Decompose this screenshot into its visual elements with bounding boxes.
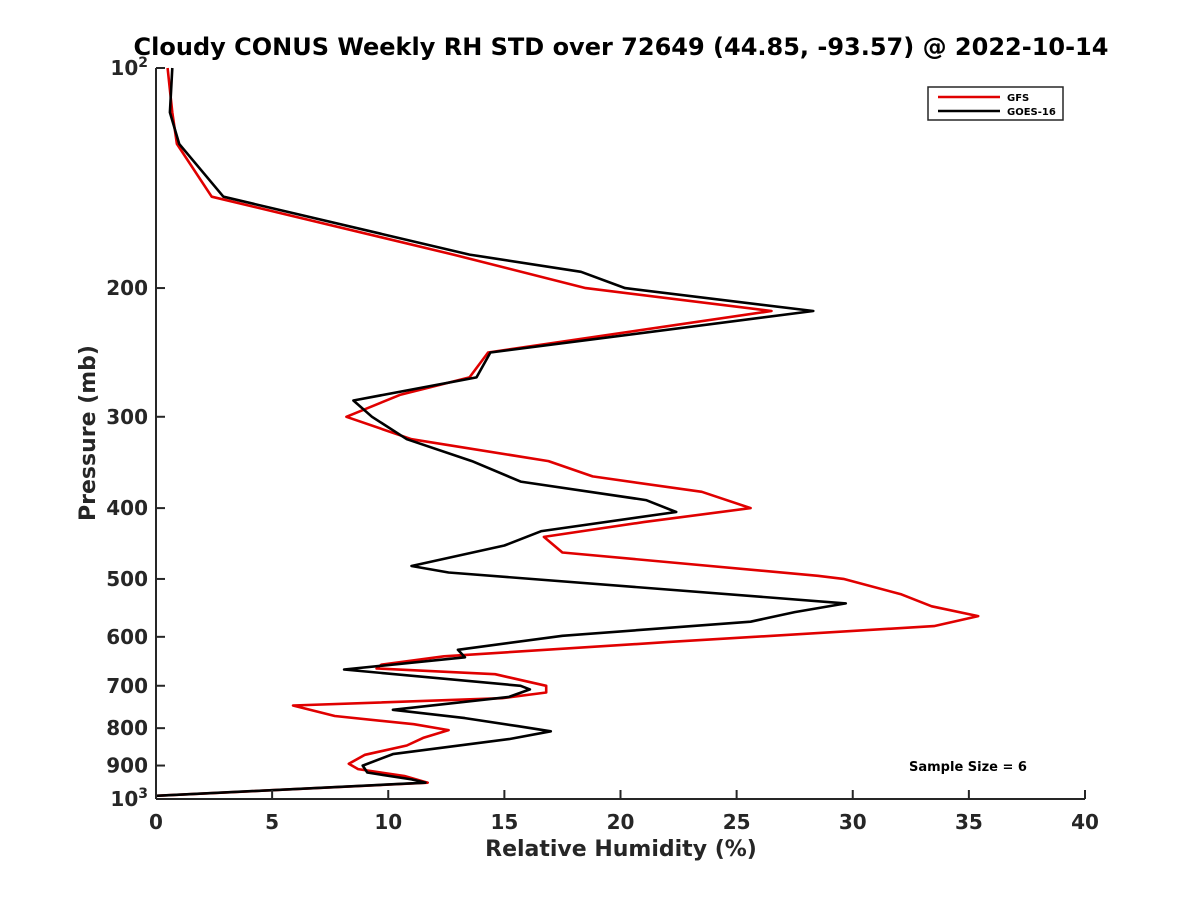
x-tick-label: 20 — [607, 810, 635, 834]
y-tick-label: 600 — [106, 625, 148, 649]
series-layer — [155, 67, 980, 798]
y-tick-label: 400 — [106, 496, 148, 520]
y-axis-label: Pressure (mb) — [76, 345, 101, 521]
x-tick-label: 30 — [839, 810, 867, 834]
chart-title: Cloudy CONUS Weekly RH STD over 72649 (4… — [134, 33, 1109, 61]
y-tick-label: 300 — [106, 405, 148, 429]
legend-label: GOES-16 — [1007, 107, 1056, 118]
x-tick-label: 15 — [490, 810, 518, 834]
y-tick-label: 200 — [106, 276, 148, 300]
y-tick-label: 700 — [106, 674, 148, 698]
axes-layer: 0 5 10 15 20 25 30 35 40102200300400500600700800… — [106, 55, 1099, 834]
sample-size-annotation: Sample Size = 6 — [909, 760, 1027, 775]
x-tick-label: 5 — [265, 810, 279, 834]
x-tick-label: 25 — [723, 810, 751, 834]
legend-label: GFS — [1007, 93, 1029, 104]
x-tick-label: 35 — [955, 810, 983, 834]
x-tick-label: 10 — [374, 810, 402, 834]
y-tick-label: 800 — [106, 716, 148, 740]
series-line-gfs — [155, 67, 980, 798]
x-axis-label: Relative Humidity (%) — [485, 837, 757, 862]
x-tick-label: 40 — [1071, 810, 1099, 834]
legend-box — [927, 86, 1064, 121]
legend: GFS GOES-16 — [927, 86, 1064, 121]
series-line-goes-16 — [155, 67, 848, 798]
x-tick-label: 0 — [149, 810, 163, 834]
y-tick-label: 900 — [106, 754, 148, 778]
y-tick-label: 500 — [106, 567, 148, 591]
